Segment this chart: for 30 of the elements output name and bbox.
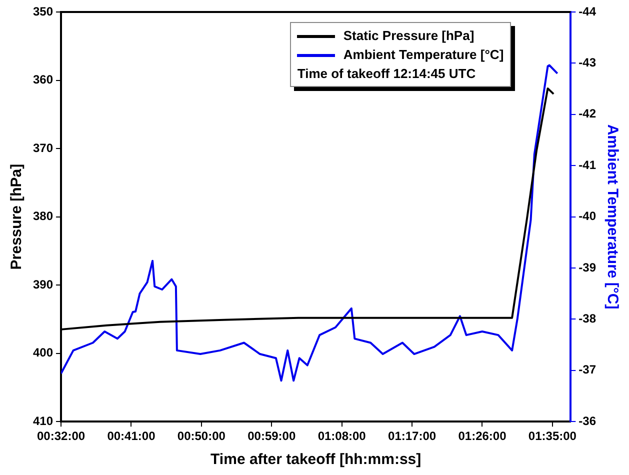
- y-tick-label: 350: [32, 4, 54, 18]
- y2-tick-label: -43: [578, 56, 596, 70]
- x-tick-label: 00:50:00: [177, 429, 226, 444]
- x-tick-label: 00:41:00: [107, 429, 156, 444]
- y2-tick-label: -39: [578, 260, 596, 274]
- y2-tick-label: -37: [578, 362, 596, 377]
- legend-label: Ambient Temperature [°C]: [343, 47, 504, 62]
- y2-axis-title: Ambient Temperature [°C]: [604, 124, 621, 310]
- y-tick-label: 390: [32, 277, 54, 292]
- y-tick-label: 400: [32, 346, 54, 360]
- y-tick-label: 360: [32, 72, 54, 87]
- y-tick-label: 380: [32, 209, 54, 224]
- y-axis-title: Pressure [hPa]: [8, 164, 26, 270]
- y2-tick-label: -40: [578, 209, 596, 224]
- x-tick-label: 01:08:00: [318, 429, 366, 444]
- y2-tick-label: -41: [578, 158, 596, 172]
- x-tick-label: 01:26:00: [458, 429, 507, 444]
- y2-tick-label: -42: [578, 106, 596, 121]
- x-axis-title: Time after takeoff [hh:mm:ss]: [210, 451, 422, 468]
- y-tick-label: 410: [32, 414, 54, 428]
- y2-tick-label: -44: [578, 4, 596, 18]
- y2-tick-label: -36: [578, 414, 596, 428]
- x-tick-label: 00:59:00: [248, 429, 296, 444]
- y2-tick-label: -38: [578, 312, 596, 326]
- x-tick-label: 01:35:00: [528, 429, 577, 444]
- legend-label: Static Pressure [hPa]: [343, 28, 474, 43]
- y-tick-label: 370: [32, 140, 54, 155]
- annotation: Time of takeoff 12:14:45 UTC: [297, 65, 477, 83]
- x-tick-label: 00:32:00: [37, 429, 86, 444]
- x-tick-label: 01:17:00: [388, 429, 436, 444]
